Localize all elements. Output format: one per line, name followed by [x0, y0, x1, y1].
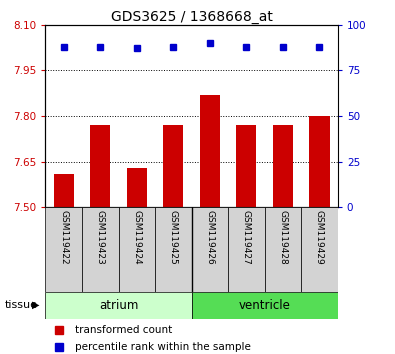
Bar — [163, 125, 183, 207]
Text: GSM119429: GSM119429 — [315, 210, 324, 264]
Bar — [192, 292, 338, 319]
Bar — [200, 95, 220, 207]
Text: GSM119422: GSM119422 — [59, 210, 68, 264]
Bar — [236, 125, 256, 207]
Bar — [155, 207, 192, 292]
Text: GSM119428: GSM119428 — [278, 210, 288, 264]
Bar — [90, 125, 110, 207]
Title: GDS3625 / 1368668_at: GDS3625 / 1368668_at — [111, 10, 273, 24]
Text: GSM119424: GSM119424 — [132, 210, 141, 264]
Bar — [54, 174, 74, 207]
Text: ▶: ▶ — [32, 300, 40, 310]
Text: percentile rank within the sample: percentile rank within the sample — [75, 342, 250, 352]
Bar — [301, 207, 338, 292]
Text: GSM119423: GSM119423 — [96, 210, 105, 264]
Bar — [127, 167, 147, 207]
Bar — [118, 207, 155, 292]
Text: GSM119425: GSM119425 — [169, 210, 178, 264]
Text: tissue: tissue — [5, 300, 38, 310]
Bar — [45, 207, 82, 292]
Text: GSM119427: GSM119427 — [242, 210, 251, 264]
Bar — [192, 207, 228, 292]
Text: atrium: atrium — [99, 299, 138, 312]
Text: ventricle: ventricle — [239, 299, 291, 312]
Bar — [228, 207, 265, 292]
Bar — [45, 292, 192, 319]
Text: transformed count: transformed count — [75, 325, 172, 335]
Text: GSM119426: GSM119426 — [205, 210, 214, 264]
Bar — [82, 207, 118, 292]
Bar — [273, 125, 293, 207]
Bar — [309, 116, 329, 207]
Bar — [265, 207, 301, 292]
